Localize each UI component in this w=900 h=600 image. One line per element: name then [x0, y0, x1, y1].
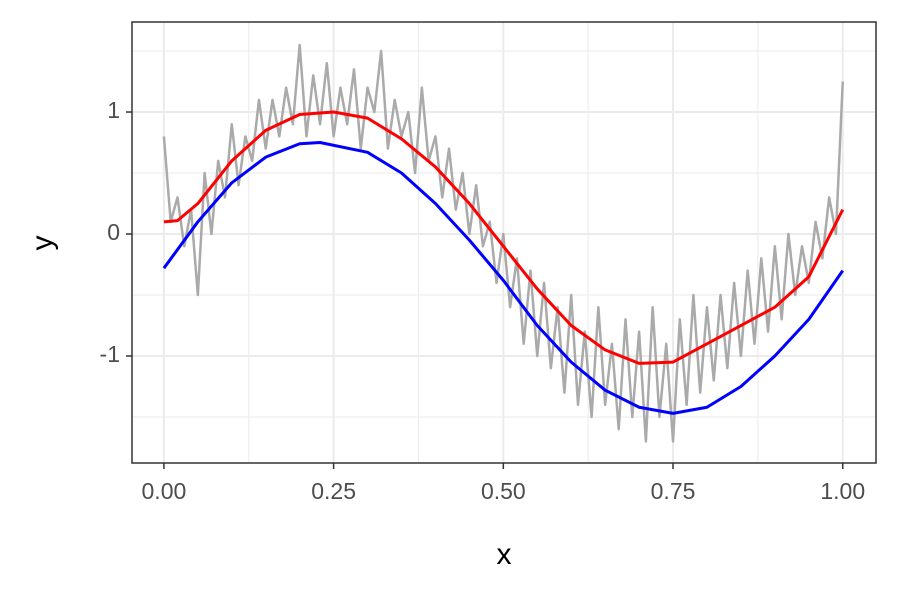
y-axis-label: y	[26, 236, 59, 251]
x-tick-label: 0.75	[651, 478, 696, 504]
x-tick-label: 1.00	[820, 478, 865, 504]
x-axis-label: x	[497, 538, 512, 571]
y-tick-label: 1	[107, 97, 120, 123]
y-tick-label: 0	[107, 219, 120, 245]
line	[163, 110, 845, 365]
panel-border	[131, 21, 877, 464]
x-tick-label: 0.00	[142, 478, 187, 504]
y-tick-label: -1	[100, 341, 120, 367]
x-tick-label: 0.25	[311, 478, 356, 504]
line	[162, 141, 844, 415]
x-tick-label: 0.50	[481, 478, 526, 504]
